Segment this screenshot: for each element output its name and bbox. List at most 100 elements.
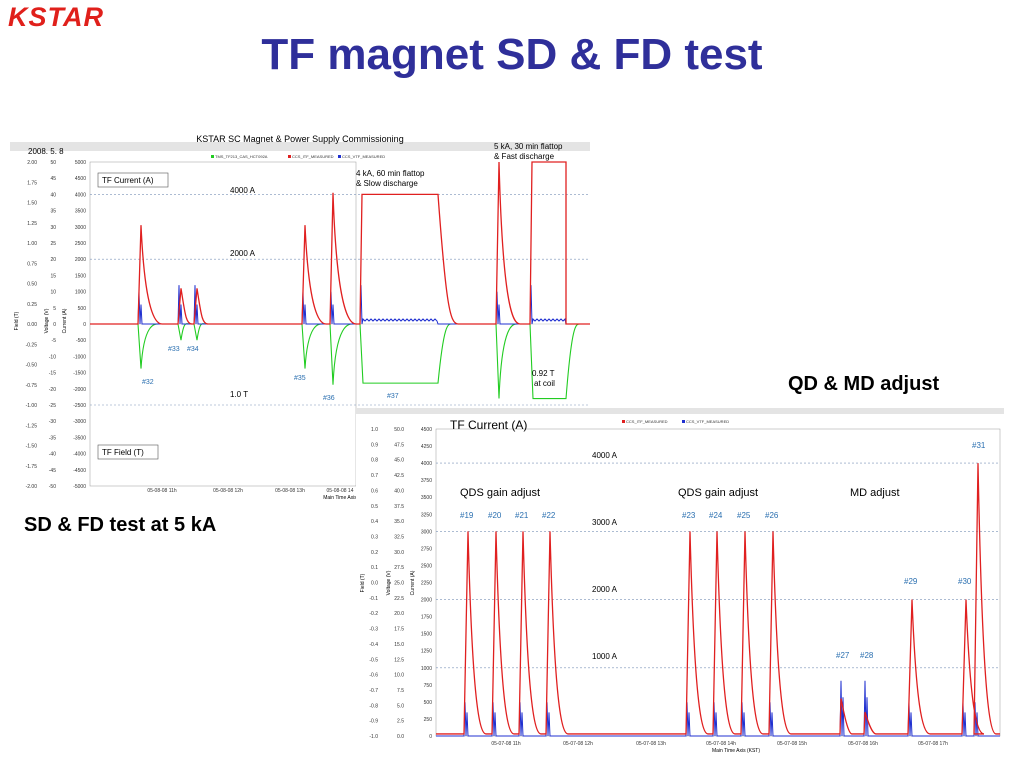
md-adjust-label: MD adjust (850, 487, 900, 499)
current-tick-label: 250 (424, 717, 433, 723)
current-tick-label: 2750 (421, 546, 432, 552)
slide-title: TF magnet SD & FD test (261, 30, 763, 79)
chart1-date: 2008. 5. 8 (28, 147, 64, 156)
level-4000a: 4000 A (230, 186, 256, 195)
voltage-tick-label: 50 (50, 160, 56, 166)
chart1-field-axis-label: Field (T) (14, 311, 20, 330)
voltage-tick-label: -10 (49, 354, 56, 360)
voltage-tick-label: 27.5 (394, 565, 404, 571)
current-tick-label: 1250 (421, 649, 432, 655)
x-tick-label: 05-08-08 13h (275, 488, 305, 494)
shot-label: #32 (142, 379, 154, 386)
current-tick-label: 1000 (75, 290, 86, 296)
shot-label: #28 (860, 651, 874, 660)
current-tick-label: 2000 (75, 257, 86, 263)
chart1-voltage-axis-label: Voltage (V) (44, 308, 50, 333)
kstar-logo: KSTAR (8, 2, 104, 32)
field-tick-label: -1.25 (26, 423, 38, 429)
shot-label: #19 (460, 511, 474, 520)
current-tick-label: -3000 (73, 419, 86, 425)
x-tick-label: 05-07-08 11h (491, 741, 521, 747)
field-tick-label: -0.75 (26, 383, 38, 389)
voltage-tick-label: 47.5 (394, 442, 404, 448)
chart2-title: TF Current (A) (450, 418, 527, 432)
field-tick-label: -0.2 (369, 611, 378, 617)
shot-label: #21 (515, 511, 529, 520)
legend-swatch (682, 420, 685, 423)
field-tick-label: 0.9 (371, 442, 378, 448)
chart2-current-axis-label: Current (A) (410, 570, 416, 595)
shot-label: #24 (709, 511, 723, 520)
chart1-current-axis-label: Current (A) (62, 308, 68, 333)
shot-label: #27 (836, 651, 850, 660)
voltage-tick-label: -35 (49, 435, 56, 441)
x-tick-label: 05-07-08 17h (918, 741, 948, 747)
voltage-tick-label: 20.0 (394, 611, 404, 617)
current-tick-label: 1500 (75, 273, 86, 279)
field-tick-label: 1.0 (371, 427, 378, 433)
current-series-line (436, 463, 1000, 735)
field-tick-label: 0.6 (371, 488, 378, 494)
field-tick-label: 1.75 (27, 180, 37, 186)
field-tick-label: 2.00 (27, 160, 37, 166)
current-tick-label: 4250 (421, 444, 432, 450)
shot-label: #34 (187, 346, 199, 353)
voltage-tick-label: -30 (49, 419, 56, 425)
field-tick-label: -1.00 (26, 403, 38, 409)
legend-entry: CCS_ITF_MEASURED (626, 419, 668, 424)
current-tick-label: 4000 (75, 192, 86, 198)
voltage-tick-label: 10.0 (394, 673, 404, 679)
voltage-tick-label: 25.0 (394, 581, 404, 587)
voltage-tick-label: 17.5 (394, 627, 404, 633)
field-tick-label: -0.25 (26, 342, 38, 348)
current-tick-label: 3000 (421, 529, 432, 535)
voltage-tick-label: 10 (50, 290, 56, 296)
voltage-series-line (436, 680, 1000, 737)
legend-entry: TMS_TF213_CAS_HCT092A (215, 154, 268, 159)
current-tick-label: -500 (76, 338, 86, 344)
voltage-tick-label: 30.0 (394, 550, 404, 556)
current-tick-label: -1000 (73, 354, 86, 360)
legend-entry: CCS_VTF_MEASURED (686, 419, 729, 424)
voltage-tick-label: 2.5 (397, 719, 404, 725)
shot-label: #31 (972, 441, 986, 450)
voltage-tick-label: 15 (50, 273, 56, 279)
voltage-tick-label: -15 (49, 371, 56, 377)
field-tick-label: 1.00 (27, 241, 37, 247)
x-tick-label: 05-08-08 14 (327, 488, 354, 494)
field-tick-label: 0.8 (371, 458, 378, 464)
fast-discharge-note-2: & Fast discharge (494, 152, 555, 161)
current-tick-label: 2500 (75, 241, 86, 247)
field-tick-label: 0.3 (371, 534, 378, 540)
current-tick-label: 1000 (421, 666, 432, 672)
voltage-tick-label: 0.0 (397, 734, 404, 740)
field-tick-label: 0.7 (371, 473, 378, 479)
coil-field-note-1: 0.92 T (532, 369, 555, 378)
field-tick-label: 0.5 (371, 504, 378, 510)
voltage-tick-label: 20 (50, 257, 56, 263)
x-tick-label: 05-07-08 15h (777, 741, 807, 747)
field-tick-label: -2.00 (26, 484, 38, 490)
voltage-tick-label: 25 (50, 241, 56, 247)
current-series-line (90, 161, 590, 325)
legend-entry: CCS_ITF_MEASURED (292, 154, 334, 159)
field-tick-label: 1.25 (27, 221, 37, 227)
field-tick-label: 0.0 (371, 581, 378, 587)
voltage-tick-label: 35 (50, 209, 56, 215)
shot-label: #23 (682, 511, 696, 520)
field-tick-label: -0.50 (26, 363, 38, 369)
field-tick-label: 0.2 (371, 550, 378, 556)
voltage-tick-label: -5 (52, 338, 57, 344)
current-tick-label: -4500 (73, 468, 86, 474)
field-tick-label: -0.4 (369, 642, 378, 648)
voltage-tick-label: 12.5 (394, 657, 404, 663)
current-tick-label: -4000 (73, 452, 86, 458)
tf-current-box: TF Current (A) (102, 176, 154, 185)
current-tick-label: 500 (424, 700, 433, 706)
current-tick-label: 2000 (421, 598, 432, 604)
current-tick-label: 3500 (75, 209, 86, 215)
x-tick-label: 05-08-08 11h (147, 488, 177, 494)
caption-sd-fd-test: SD & FD test at 5 kA (24, 514, 217, 536)
slow-discharge-note-2: & Slow discharge (356, 179, 418, 188)
shot-label: #25 (737, 511, 751, 520)
